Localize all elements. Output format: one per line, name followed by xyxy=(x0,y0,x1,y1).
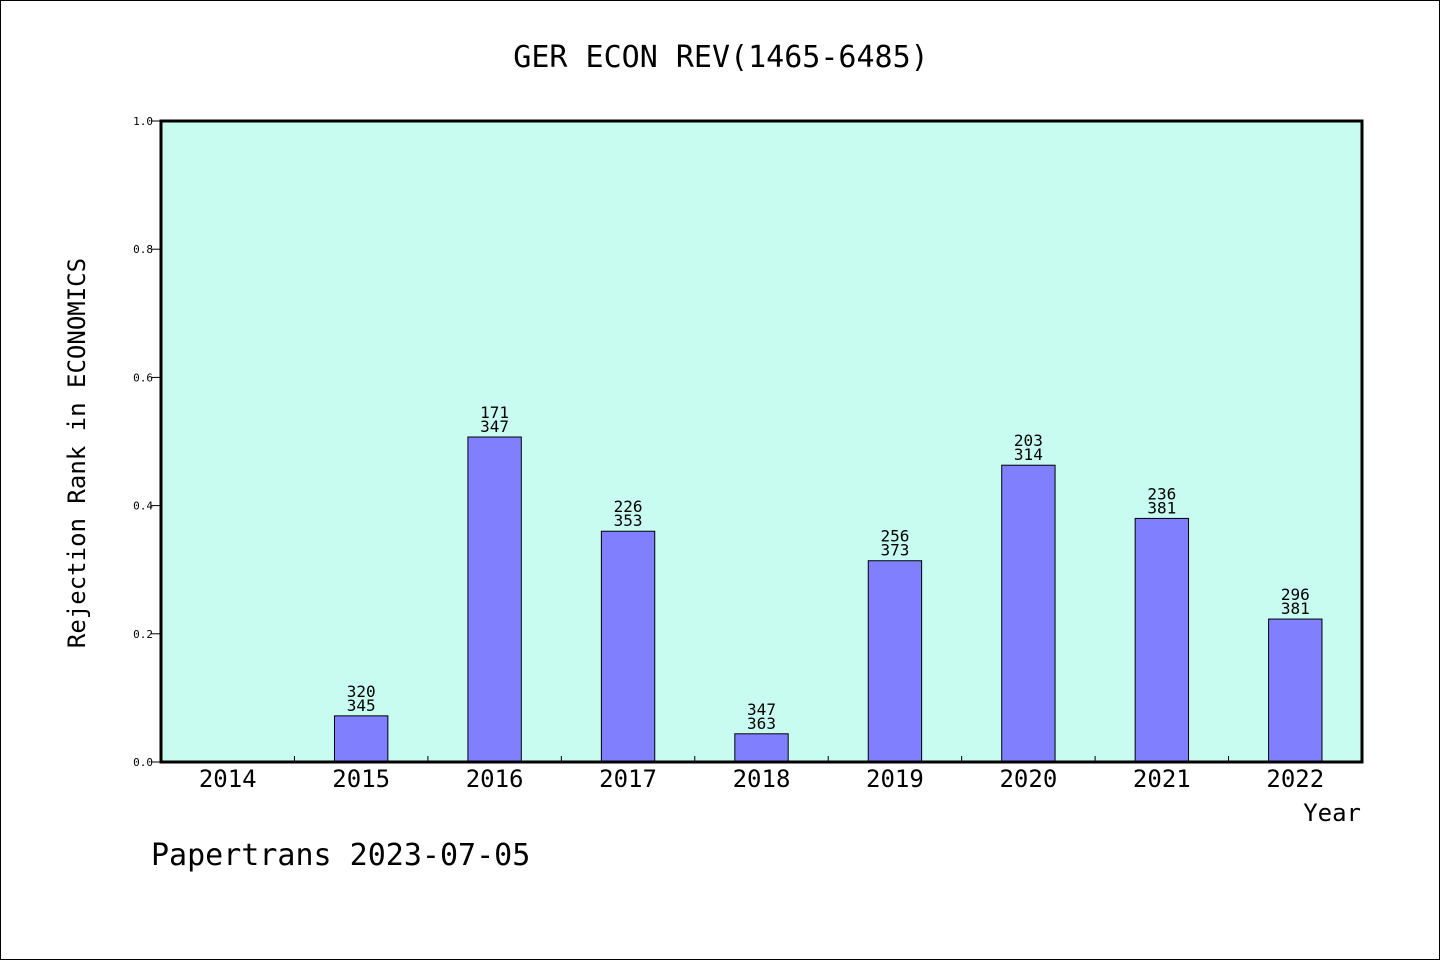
data-label-bottom-2022: 381 xyxy=(1281,599,1310,618)
data-label-bottom-2021: 381 xyxy=(1147,498,1176,517)
x-axis: 2014 2015 2016 2017 2018 2019 2020 2021 2022 xyxy=(199,756,1324,793)
bar-2019 xyxy=(867,560,923,763)
data-label-bottom-2015: 345 xyxy=(347,696,376,715)
data-label-bottom-2019: 373 xyxy=(880,541,909,560)
data-labels-layer: 3203451713472263533473632563732033142363… xyxy=(347,403,1310,733)
bar-2020 xyxy=(1001,464,1056,763)
bar-2022 xyxy=(1268,618,1323,763)
y-tick-label: 0.2 xyxy=(133,628,153,641)
y-axis-label: Rejection Rank in ECONOMICS xyxy=(63,258,91,648)
x-tick-label: 2016 xyxy=(466,765,524,793)
data-label-top-2015: 320 xyxy=(347,682,376,701)
data-label-top-2022: 296 xyxy=(1281,585,1310,604)
x-tick-label: 2018 xyxy=(733,765,791,793)
x-tick-label: 2014 xyxy=(199,765,257,793)
data-label-top-2016: 171 xyxy=(480,403,509,422)
bars-layer xyxy=(333,436,1323,763)
y-tick-label: 0.8 xyxy=(133,243,153,256)
y-tick-label: 0.4 xyxy=(133,500,153,513)
data-label-bottom-2016: 347 xyxy=(480,417,509,436)
data-label-top-2019: 256 xyxy=(880,527,909,546)
x-tick-label: 2021 xyxy=(1133,765,1191,793)
bar-2017 xyxy=(600,530,656,763)
data-label-bottom-2017: 353 xyxy=(614,511,643,530)
chart-title: GER ECON REV(1465-6485) xyxy=(513,40,928,75)
x-tick-label: 2019 xyxy=(866,765,924,793)
bar-2015 xyxy=(333,715,389,763)
bar-2016 xyxy=(467,436,522,763)
x-tick-label: 2017 xyxy=(599,765,657,793)
y-tick-label: 0.6 xyxy=(133,371,153,384)
x-tick-label: 2015 xyxy=(332,765,390,793)
data-label-bottom-2018: 363 xyxy=(747,714,776,733)
y-axis: 0.0 0.2 0.4 0.6 0.8 1.0 xyxy=(133,115,161,769)
data-label-top-2020: 203 xyxy=(1014,431,1043,450)
data-label-top-2021: 236 xyxy=(1147,484,1176,503)
data-label-bottom-2020: 314 xyxy=(1014,445,1043,464)
bar-2021 xyxy=(1134,517,1190,763)
data-label-top-2017: 226 xyxy=(614,497,643,516)
data-label-top-2018: 347 xyxy=(747,700,776,719)
x-tick-label: 2022 xyxy=(1266,765,1324,793)
footer-text: Papertrans 2023-07-05 xyxy=(151,838,530,873)
y-tick-label: 1.0 xyxy=(133,115,153,128)
x-tick-label: 2020 xyxy=(999,765,1057,793)
y-tick-label: 0.0 xyxy=(133,756,153,769)
bar-2018 xyxy=(734,733,789,763)
x-axis-label: Year xyxy=(1303,799,1361,827)
plot-border xyxy=(159,119,1364,764)
